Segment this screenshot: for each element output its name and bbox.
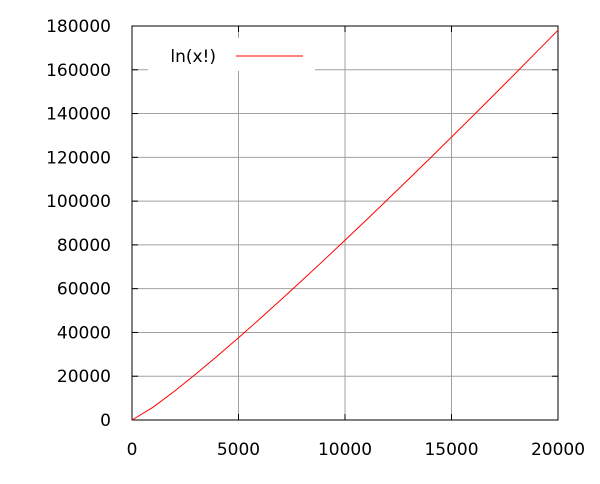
- x-tick-labels: 0 5000 10000 15000 20000: [127, 440, 585, 460]
- y-tick-label: 0: [100, 411, 111, 431]
- legend-background: [148, 38, 315, 71]
- y-tick-label: 140000: [46, 105, 111, 125]
- axis-ticks: [131, 25, 559, 421]
- x-tick-label: 15000: [424, 440, 478, 460]
- x-tick-label: 5000: [217, 440, 260, 460]
- y-tick-label: 120000: [46, 148, 111, 168]
- legend: ln(x!): [170, 47, 303, 67]
- gridlines: [132, 26, 558, 420]
- x-tick-label: 10000: [318, 440, 372, 460]
- y-tick-label: 180000: [46, 17, 111, 37]
- y-tick-labels: 0 20000 40000 60000 80000 100000 120000 140000 1…: [46, 17, 111, 431]
- y-tick-label: 160000: [46, 61, 111, 81]
- y-tick-label: 60000: [57, 280, 111, 300]
- series-line: [131, 29, 559, 421]
- x-tick-label: 20000: [531, 440, 585, 460]
- y-tick-label: 100000: [46, 192, 111, 212]
- y-tick-label: 40000: [57, 323, 111, 343]
- series-group: [131, 29, 559, 421]
- x-tick-label: 0: [127, 440, 138, 460]
- y-tick-label: 20000: [57, 367, 111, 387]
- legend-label: ln(x!): [170, 47, 216, 67]
- y-tick-label: 80000: [57, 236, 111, 256]
